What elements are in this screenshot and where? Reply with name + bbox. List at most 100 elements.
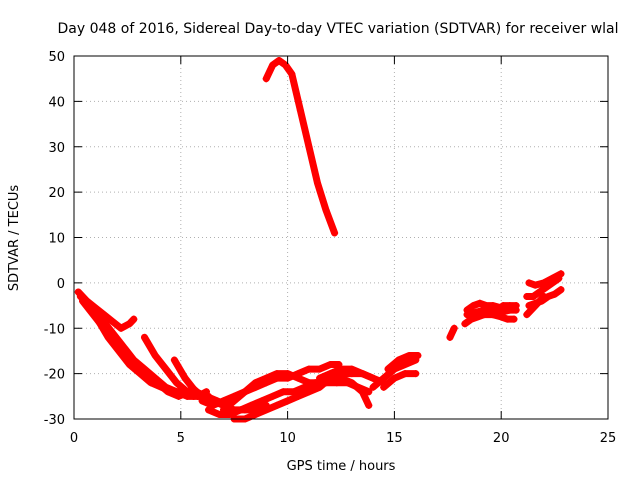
data-point-plus — [523, 311, 531, 319]
y-tick-label: -10 — [44, 322, 65, 337]
data-point-plus — [316, 365, 324, 373]
data-point-plus — [220, 406, 228, 414]
data-point-plus — [130, 315, 138, 323]
data-point-plus — [469, 302, 477, 310]
data-point-plus — [322, 206, 330, 214]
data-point-plus — [209, 401, 217, 409]
data-point-plus — [390, 374, 398, 382]
data-point-plus — [358, 370, 366, 378]
data-point-plus — [316, 374, 324, 382]
data-point-plus — [151, 351, 159, 359]
series-arc-17 — [446, 324, 458, 341]
series-trace — [205, 379, 373, 418]
data-point-plus — [305, 388, 313, 396]
y-tick-label: -20 — [44, 368, 65, 383]
data-point-plus — [405, 351, 413, 359]
series-arc-20 — [463, 306, 520, 319]
data-point-plus — [510, 315, 518, 323]
data-point-plus — [305, 379, 313, 387]
data-point-plus — [380, 383, 388, 391]
data-point-plus — [448, 329, 456, 337]
data-point-plus — [281, 61, 289, 69]
data-point-plus — [126, 320, 134, 328]
data-point-plus — [401, 361, 409, 369]
data-point-plus — [305, 365, 313, 373]
data-point-plus — [369, 374, 377, 382]
data-point-plus — [412, 370, 420, 378]
data-point-plus — [187, 383, 195, 391]
data-point-plus — [480, 306, 488, 314]
data-point-plus — [551, 290, 559, 298]
data-point-plus — [525, 279, 533, 287]
series-arc-16 — [262, 57, 339, 237]
data-point-plus — [262, 75, 270, 83]
data-point-plus — [525, 302, 533, 310]
data-point-plus — [365, 401, 373, 409]
data-point-plus — [147, 379, 155, 387]
data-point-plus — [531, 299, 539, 307]
data-point-plus — [337, 365, 345, 373]
data-point-plus — [181, 374, 189, 382]
data-series — [74, 57, 565, 423]
series-trace — [262, 57, 339, 237]
data-point-plus — [395, 356, 403, 364]
data-point-plus — [380, 374, 388, 382]
data-point-plus — [279, 388, 287, 396]
data-point-plus — [126, 361, 134, 369]
data-point-plus — [294, 374, 302, 382]
data-point-plus — [273, 370, 281, 378]
data-point-plus — [140, 333, 148, 341]
data-point-plus — [348, 365, 356, 373]
data-point-plus — [117, 324, 125, 332]
data-point-plus — [262, 374, 270, 382]
data-point-plus — [205, 406, 213, 414]
data-point-plus — [170, 356, 178, 364]
data-point-plus — [275, 57, 283, 65]
data-point-plus — [365, 388, 373, 396]
y-tick-label: 50 — [48, 50, 65, 65]
x-axis-label: GPS time / hours — [287, 459, 396, 474]
data-point-plus — [252, 410, 260, 418]
data-point-plus — [230, 397, 238, 405]
data-point-plus — [557, 270, 565, 278]
series-trace — [384, 351, 422, 373]
data-point-plus — [544, 292, 552, 300]
x-tick-label: 25 — [600, 431, 617, 446]
data-point-plus — [108, 317, 116, 325]
y-tick-label: 20 — [48, 186, 65, 201]
data-point-plus — [450, 324, 458, 332]
data-point-plus — [273, 401, 281, 409]
data-point-plus — [476, 299, 484, 307]
y-tick-label: 30 — [48, 141, 65, 156]
y-tick-label: 0 — [57, 277, 65, 292]
x-tick-label: 10 — [279, 431, 296, 446]
y-axis-label: SDTVAR / TECUs — [7, 185, 22, 292]
data-point-plus — [463, 311, 471, 319]
y-tick-label: 10 — [48, 232, 65, 247]
data-point-plus — [79, 297, 87, 305]
series-arc-15 — [384, 351, 422, 373]
data-point-plus — [548, 274, 556, 282]
data-point-plus — [296, 106, 304, 114]
y-tick-label: -30 — [44, 413, 65, 428]
data-point-plus — [83, 302, 91, 310]
data-point-plus — [512, 302, 520, 310]
data-point-plus — [384, 365, 392, 373]
data-point-plus — [489, 302, 497, 310]
data-point-plus — [158, 383, 166, 391]
data-point-plus — [115, 347, 123, 355]
data-point-plus — [93, 315, 101, 323]
data-point-plus — [241, 388, 249, 396]
data-point-plus — [136, 370, 144, 378]
data-point-plus — [504, 315, 512, 323]
data-point-plus — [523, 292, 531, 300]
x-tick-label: 15 — [386, 431, 403, 446]
data-point-plus — [305, 143, 313, 151]
x-tick-label: 20 — [493, 431, 510, 446]
series-arc-25 — [525, 270, 565, 289]
data-point-plus — [258, 397, 266, 405]
x-tick-label: 0 — [70, 431, 78, 446]
data-point-plus — [326, 370, 334, 378]
